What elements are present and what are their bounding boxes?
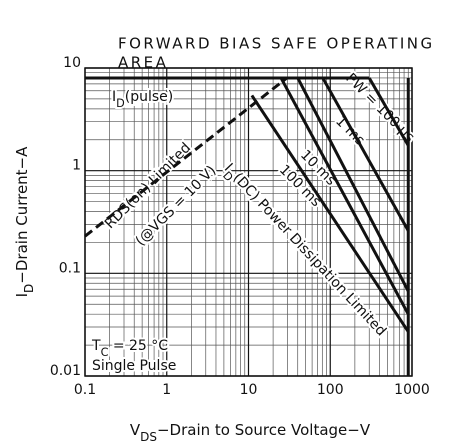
y-axis-label-part: D (22, 284, 36, 293)
annotation: Single Pulse (92, 358, 176, 374)
annotation-part: RDS(on) Limited (102, 140, 194, 232)
y-axis-label: ID−Drain Current−A (13, 146, 36, 298)
x-tick-label: 1000 (394, 382, 430, 398)
y-tick-label: 10 (63, 55, 81, 71)
series-line (367, 77, 410, 147)
annotation-part: I (112, 89, 116, 105)
x-axis-label: VDS−Drain to Source Voltage−V (130, 421, 371, 444)
y-tick-label: 0.01 (50, 363, 81, 379)
annotation: TC = 25 °C (91, 338, 168, 359)
y-axis-label-part: I (13, 293, 31, 297)
x-tick-label: 100 (317, 382, 344, 398)
series-line (296, 77, 410, 292)
x-tick-label: 10 (240, 382, 258, 398)
chart-title: AREA (118, 54, 168, 72)
series-line (321, 77, 410, 232)
annotation: 1 ms (332, 113, 368, 149)
x-axis-label-part: V (130, 421, 141, 439)
annotation-part: C (101, 346, 109, 359)
y-tick-label: 0.1 (59, 260, 81, 276)
x-axis-label-part: −Drain to Source Voltage−V (157, 421, 371, 439)
annotation-part: T (91, 338, 101, 354)
x-tick-label: 1 (162, 382, 171, 398)
annotation-part: Single Pulse (92, 358, 176, 374)
x-tick-label: 0.1 (74, 382, 96, 398)
plot-frame (84, 67, 413, 377)
x-axis-label-part: DS (140, 430, 157, 444)
series-line (279, 77, 410, 315)
annotation-part: 1 ms (332, 113, 368, 149)
y-axis-label-part: −Drain Current−A (13, 146, 31, 284)
y-tick-label: 1 (72, 158, 81, 174)
annotation: RDS(on) Limited (102, 140, 194, 232)
chart-title: FORWARD BIAS SAFE OPERATING (118, 35, 435, 53)
series-line (84, 76, 288, 238)
annotation-part: = 25 °C (108, 338, 168, 354)
annotation: ID(pulse) (112, 89, 173, 110)
annotation-part: (pulse) (125, 89, 173, 105)
annotation-part: D (116, 97, 125, 110)
series-line (250, 94, 410, 333)
